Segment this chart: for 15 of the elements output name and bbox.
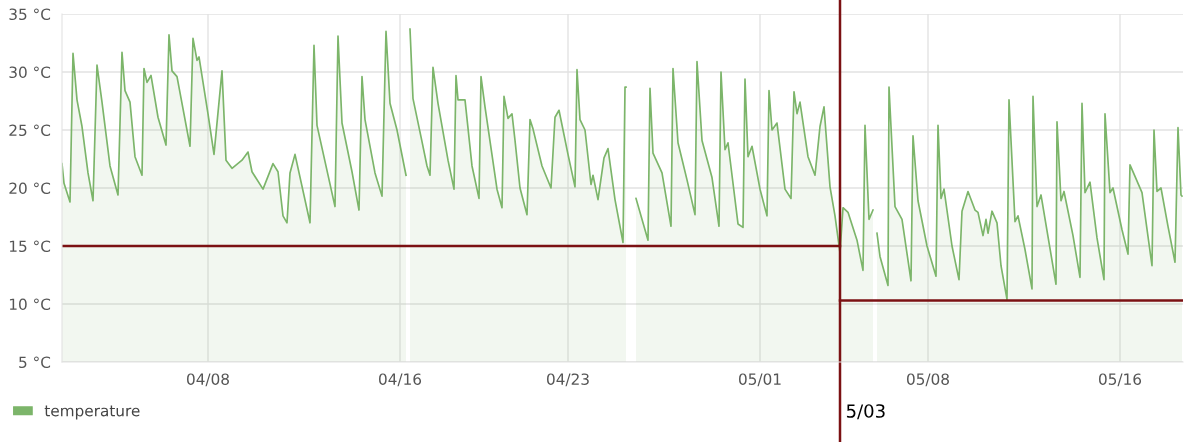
y-tick-label: 35 °C: [9, 8, 51, 21]
x-tick-label: 05/01: [738, 373, 781, 387]
y-tick-label: 5 °C: [19, 356, 51, 369]
x-tick-label: 05/08: [906, 373, 949, 387]
y-tick-label: 10 °C: [9, 298, 51, 311]
y-tick-label: 25 °C: [9, 124, 51, 137]
legend-label: temperature: [44, 405, 140, 420]
y-tick-label: 20 °C: [9, 182, 51, 195]
x-tick-label: 04/23: [546, 373, 589, 387]
x-tick-label: 04/08: [186, 373, 229, 387]
ref-line-label: 5/03: [846, 404, 885, 420]
x-tick-label: 05/16: [1098, 373, 1142, 387]
x-tick-label: 04/16: [378, 373, 422, 387]
y-tick-label: 15 °C: [9, 240, 51, 253]
y-tick-label: 30 °C: [9, 66, 51, 79]
